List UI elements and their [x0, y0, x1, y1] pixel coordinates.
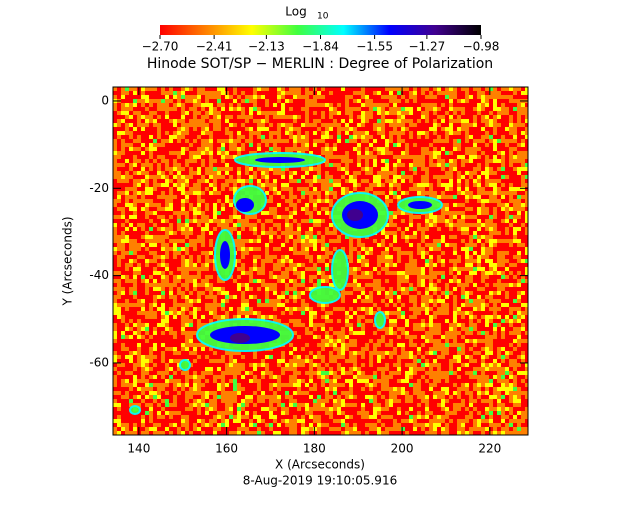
- x-axis-label: X (Arcseconds): [275, 458, 365, 472]
- x-tick-label: 160: [215, 442, 238, 456]
- x-tick-label: 220: [478, 442, 501, 456]
- colorbar-tick-label: −2.13: [248, 40, 285, 54]
- x-tick-label: 180: [303, 442, 326, 456]
- x-tick-label: 200: [391, 442, 414, 456]
- y-axis-label: Y (Arcseconds): [61, 216, 75, 306]
- heatmap-image: [113, 87, 529, 435]
- y-tick-label: -20: [89, 181, 109, 195]
- colorbar-tick-label: −1.84: [302, 40, 339, 54]
- colorbar-tick-label: −2.70: [142, 40, 179, 54]
- colorbar-tick-label: −0.98: [463, 40, 500, 54]
- colorbar-label: Log: [285, 5, 306, 19]
- x-tick-label: 140: [127, 442, 150, 456]
- colorbar-tick-label: −1.27: [408, 40, 445, 54]
- y-tick-label: -40: [89, 268, 109, 282]
- colorbar: [160, 25, 481, 35]
- footer-date: 8-Aug-2019 19:10:05.916: [243, 474, 397, 488]
- chart-title: Hinode SOT/SP − MERLIN : Degree of Polar…: [147, 56, 493, 72]
- y-tick-label: -60: [89, 355, 109, 369]
- colorbar-label-sub: 10: [317, 12, 329, 22]
- colorbar-tick-label: −1.55: [356, 40, 393, 54]
- colorbar-tick-label: −2.41: [196, 40, 233, 54]
- y-tick-label: 0: [101, 93, 109, 107]
